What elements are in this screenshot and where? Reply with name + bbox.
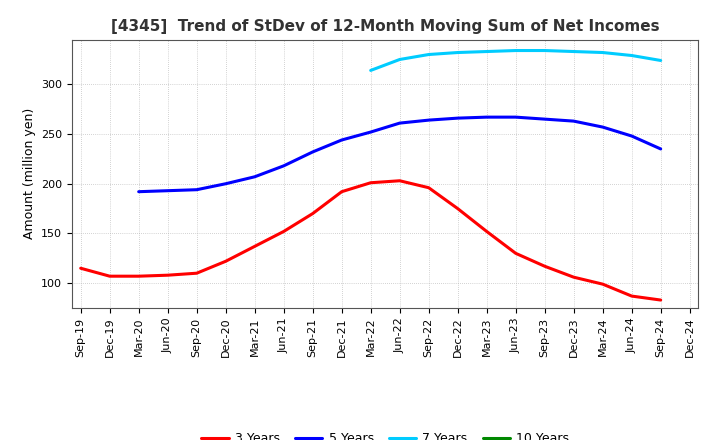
Y-axis label: Amount (million yen): Amount (million yen) <box>22 108 35 239</box>
Legend: 3 Years, 5 Years, 7 Years, 10 Years: 3 Years, 5 Years, 7 Years, 10 Years <box>196 427 575 440</box>
Title: [4345]  Trend of StDev of 12-Month Moving Sum of Net Incomes: [4345] Trend of StDev of 12-Month Moving… <box>111 19 660 34</box>
